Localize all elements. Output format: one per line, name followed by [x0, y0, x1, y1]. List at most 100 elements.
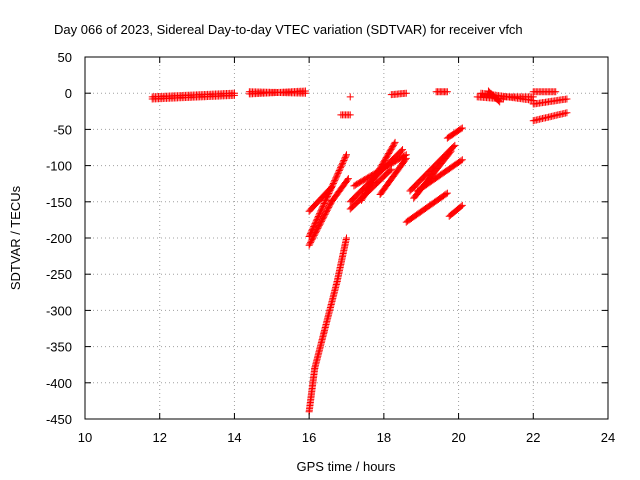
x-axis-label: GPS time / hours — [297, 459, 396, 474]
data-point — [446, 148, 454, 156]
data-point — [495, 97, 503, 105]
data-point — [401, 156, 409, 164]
data-point — [314, 214, 322, 222]
data-point — [450, 142, 458, 150]
x-tick-label: 10 — [78, 430, 92, 445]
data-point — [458, 124, 466, 132]
data-point — [339, 158, 347, 166]
data-point — [390, 140, 398, 148]
x-tick-label: 22 — [526, 430, 540, 445]
data-point — [344, 175, 352, 183]
data-point — [330, 178, 338, 186]
data-point — [339, 159, 347, 167]
y-tick-label: -50 — [53, 122, 72, 137]
data-point — [337, 162, 345, 170]
data-point — [457, 157, 465, 165]
data-point — [329, 179, 337, 187]
y-tick-label: -300 — [46, 303, 72, 318]
y-tick-label: -200 — [46, 231, 72, 246]
data-point — [325, 188, 333, 196]
data-point — [343, 176, 351, 184]
x-tick-label: 20 — [451, 430, 465, 445]
data-point — [336, 165, 344, 173]
data-point — [310, 223, 318, 231]
data-point — [325, 189, 333, 197]
data-point — [318, 205, 326, 213]
data-point — [320, 200, 328, 208]
data-point — [341, 154, 349, 162]
data-point — [458, 201, 466, 209]
data-point — [335, 167, 343, 175]
y-tick-label: -350 — [46, 340, 72, 355]
data-point — [458, 156, 466, 164]
data-point — [332, 174, 340, 182]
data-point — [496, 98, 504, 106]
x-tick-labels: 10 12 14 16 18 20 22 24 — [78, 57, 615, 445]
data-point — [314, 212, 322, 220]
data-point — [318, 204, 326, 212]
data-point — [331, 175, 339, 183]
y-tick-label: 0 — [65, 86, 72, 101]
data-point — [323, 194, 331, 202]
data-point — [342, 152, 350, 160]
data-point — [343, 151, 350, 159]
data-point — [386, 166, 394, 174]
data-point — [442, 190, 450, 198]
data-point — [443, 88, 451, 96]
data-point — [326, 187, 334, 195]
data-point — [343, 234, 350, 242]
x-tick-label: 16 — [302, 430, 316, 445]
data-point — [338, 161, 346, 169]
data-point — [391, 138, 399, 146]
data-point — [311, 220, 319, 228]
data-point — [315, 211, 323, 219]
data-point — [323, 192, 331, 200]
data-point — [451, 141, 459, 149]
y-tick-labels: 50 0 -50 -100 -150 -200 -250 -300 -350 -400 -450 — [46, 50, 608, 427]
data-point — [324, 191, 332, 199]
data-point — [329, 181, 337, 189]
data-points — [148, 87, 571, 416]
data-point — [317, 207, 325, 215]
data-point — [346, 93, 354, 101]
data-point — [312, 217, 320, 225]
y-tick-label: 50 — [58, 50, 72, 65]
data-point — [447, 147, 455, 155]
data-point — [552, 88, 560, 96]
y-tick-label: -400 — [46, 376, 72, 391]
data-point — [337, 164, 345, 172]
data-point — [322, 197, 330, 205]
data-point — [327, 185, 335, 193]
data-point — [457, 125, 465, 133]
y-tick-label: -150 — [46, 195, 72, 210]
data-point — [316, 208, 324, 216]
data-point — [319, 202, 327, 210]
data-point — [328, 182, 336, 190]
data-point — [321, 198, 329, 206]
data-point — [563, 109, 571, 117]
data-point — [402, 89, 410, 97]
x-tick-label: 24 — [601, 430, 615, 445]
data-point — [313, 215, 321, 223]
x-tick-label: 12 — [152, 430, 166, 445]
x-tick-label: 14 — [227, 430, 241, 445]
data-point — [331, 177, 339, 185]
data-point — [402, 154, 410, 162]
data-point — [346, 111, 354, 119]
data-point — [230, 91, 238, 99]
data-point — [457, 202, 465, 210]
data-point — [310, 221, 318, 229]
data-point — [397, 147, 405, 155]
data-point — [399, 146, 407, 154]
y-tick-label: -450 — [46, 412, 72, 427]
data-point — [333, 171, 341, 179]
data-point — [563, 95, 571, 103]
data-point — [443, 189, 451, 197]
data-point — [320, 201, 328, 209]
data-point — [334, 169, 342, 177]
y-tick-label: -250 — [46, 267, 72, 282]
data-point — [340, 156, 348, 164]
data-point — [333, 172, 341, 180]
data-point — [301, 89, 309, 97]
y-tick-label: -100 — [46, 159, 72, 174]
